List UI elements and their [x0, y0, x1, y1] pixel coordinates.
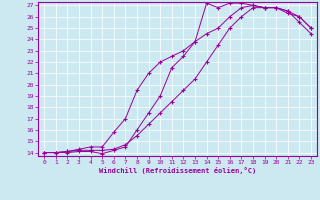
X-axis label: Windchill (Refroidissement éolien,°C): Windchill (Refroidissement éolien,°C): [99, 167, 256, 174]
